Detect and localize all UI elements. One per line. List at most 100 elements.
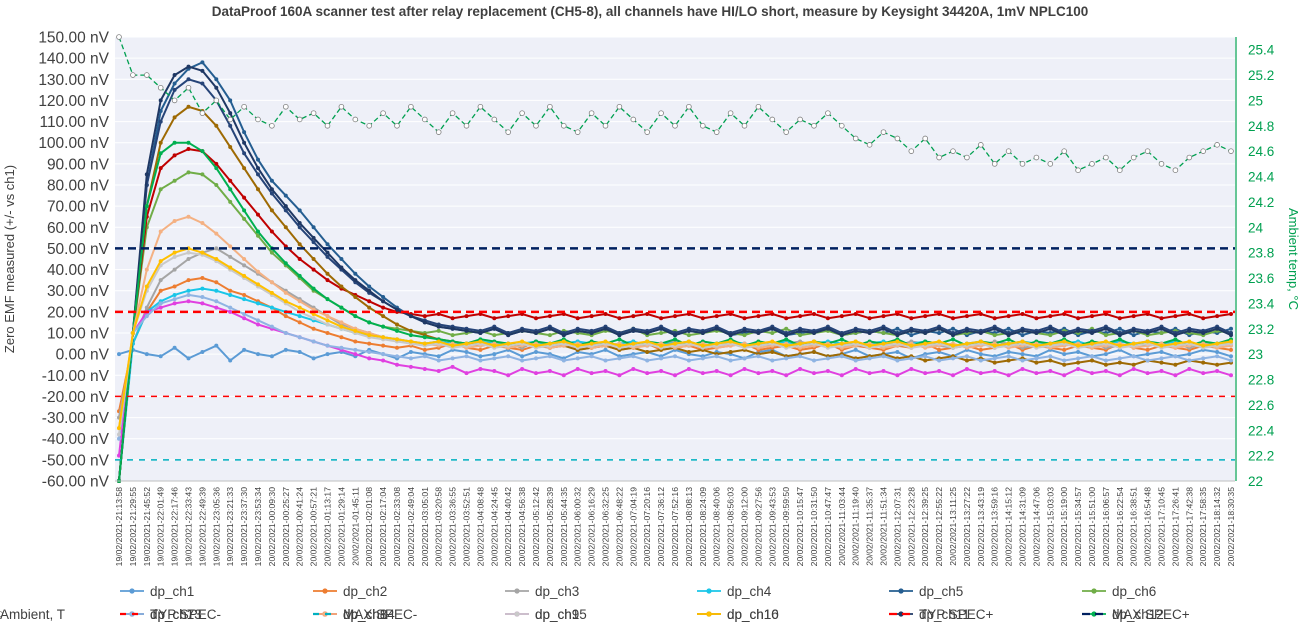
data-point — [1215, 350, 1220, 355]
data-point — [1159, 343, 1164, 348]
data-point — [310, 110, 317, 116]
data-point — [1131, 341, 1136, 346]
data-point — [144, 284, 149, 289]
x-tick-label: 20/02/2021-13:27:22 — [962, 487, 972, 567]
data-point — [117, 436, 121, 441]
data-point — [1034, 360, 1039, 365]
data-point — [756, 331, 761, 335]
data-point — [367, 284, 372, 289]
data-point — [200, 276, 205, 281]
data-point — [867, 331, 872, 335]
data-point — [256, 318, 260, 323]
y-tick-label: 90.00 nV — [47, 156, 110, 173]
data-point — [269, 178, 274, 183]
data-point — [1089, 161, 1095, 167]
data-point — [339, 284, 344, 289]
data-point — [603, 358, 608, 363]
data-point — [492, 316, 497, 321]
data-point — [923, 314, 928, 319]
x-tick-label: 19/02/2021-23:21:33 — [225, 487, 235, 567]
data-point — [964, 354, 969, 359]
y-tick-label: 60.00 nV — [47, 220, 110, 237]
data-point — [1201, 316, 1206, 321]
data-point — [1187, 366, 1192, 371]
x-tick-label: 20/02/2021-13:59:16 — [990, 487, 1000, 567]
legend-marker — [1091, 588, 1097, 594]
data-point — [283, 204, 288, 209]
data-point — [117, 453, 121, 458]
data-point — [1215, 369, 1220, 374]
data-point — [214, 288, 219, 293]
x-tick-label: 20/02/2021-00:41:24 — [295, 487, 305, 567]
y-tick-label: 10.00 nV — [47, 326, 110, 343]
x-tick-label: 20/02/2021-01:29:14 — [336, 487, 346, 567]
data-point — [186, 104, 191, 109]
data-point — [422, 366, 427, 371]
data-point — [1061, 148, 1067, 154]
data-point — [450, 343, 455, 348]
data-point — [1090, 358, 1094, 363]
data-point — [1020, 311, 1025, 316]
y2-tick-label: 22.4 — [1248, 423, 1275, 438]
data-point — [951, 373, 955, 378]
data-point — [325, 278, 330, 283]
x-tick-label: 20/02/2021-03:05:01 — [420, 487, 430, 567]
data-point — [770, 326, 775, 331]
data-point — [547, 369, 552, 374]
data-point — [186, 77, 191, 82]
data-point — [408, 356, 413, 361]
x-tick-label: 20/02/2021-03:36:55 — [448, 487, 458, 567]
data-point — [645, 371, 650, 376]
data-point — [269, 187, 274, 192]
data-point — [186, 288, 191, 293]
data-point — [186, 214, 191, 219]
legend-label: dp_ch6 — [1112, 584, 1156, 599]
data-point — [185, 84, 192, 91]
y2-axis-label: Ambient temp, °C — [1286, 208, 1300, 310]
data-point — [297, 221, 302, 226]
x-tick-label: 20/02/2021-05:28:39 — [545, 487, 555, 567]
data-point — [325, 254, 330, 259]
data-point — [269, 280, 274, 285]
legend-label: dp_ch16 — [727, 607, 779, 622]
data-point — [1006, 333, 1011, 338]
data-point — [255, 116, 261, 123]
data-point — [436, 358, 441, 363]
data-point — [547, 326, 552, 331]
data-point — [700, 371, 705, 376]
legend-item-ambient-t: Ambient, T — [0, 607, 65, 622]
x-tick-label: 20/02/2021-09:43:53 — [767, 487, 777, 567]
data-point — [186, 278, 191, 283]
data-point — [408, 350, 413, 355]
data-point — [464, 328, 469, 333]
x-tick-label: 20/02/2021-10:31:50 — [809, 487, 819, 567]
data-point — [937, 369, 942, 374]
data-point — [283, 299, 288, 304]
data-point — [269, 324, 274, 329]
data-point — [422, 354, 427, 359]
data-point — [117, 352, 121, 357]
data-point — [659, 343, 664, 348]
data-point — [1006, 373, 1011, 378]
x-tick-label: 19/02/2021-23:05:36 — [211, 487, 221, 567]
data-point — [228, 309, 233, 314]
data-point — [742, 333, 747, 338]
x-tick-label: 20/02/2021-06:16:29 — [587, 487, 597, 567]
data-point — [130, 72, 136, 78]
data-point — [964, 366, 969, 371]
data-point — [1034, 331, 1039, 335]
legend-label: dp_ch8 — [343, 607, 387, 622]
data-point — [492, 369, 497, 374]
data-point — [172, 301, 177, 306]
legend-label: dp_ch4 — [727, 584, 772, 599]
x-tick-label: 20/02/2021-04:40:42 — [503, 487, 513, 567]
data-point — [297, 299, 302, 304]
data-point — [1020, 358, 1025, 363]
data-point — [825, 326, 830, 331]
legend-marker — [1091, 611, 1097, 617]
data-point — [256, 229, 260, 234]
x-tick-label: 20/02/2021-07:36:12 — [656, 487, 666, 567]
data-point — [186, 64, 191, 69]
data-point — [367, 305, 372, 310]
